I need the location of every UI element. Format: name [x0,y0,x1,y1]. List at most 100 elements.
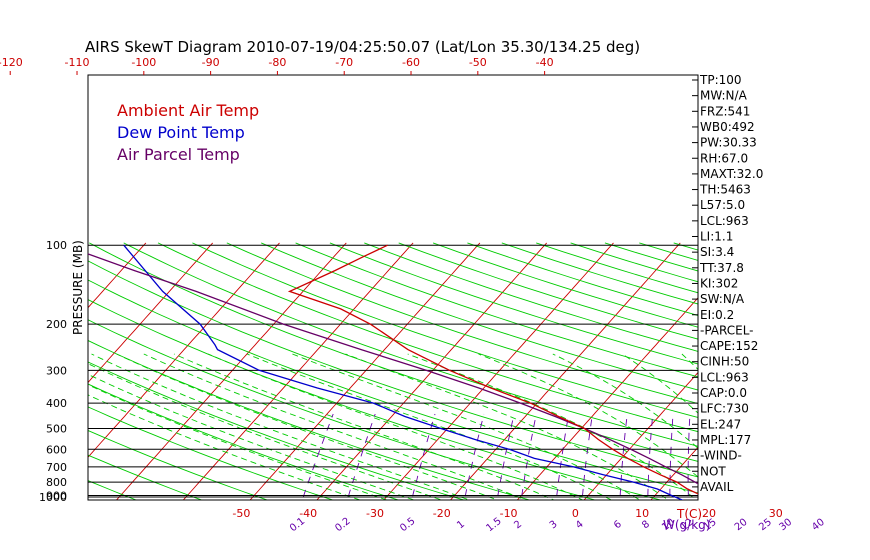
mixing-ratio-line [520,413,537,500]
isotherm-line [449,242,681,500]
top-temp-label: -90 [202,56,220,69]
bottom-temp-label: -50 [232,507,250,520]
isotherm-line [776,243,870,510]
isotherm-line [88,242,280,458]
stat-item: CAP:0.0 [700,386,747,400]
dry-adiabat-line [846,243,870,510]
moist-adiabat-line [621,353,698,414]
grid-lines [0,242,870,510]
x-axis-unit: T(C) [676,507,702,521]
dry-adiabat-line [329,242,698,365]
moist-adiabat-line [345,353,670,500]
moist-adiabat-line [88,384,388,500]
pressure-tick-label: 200 [46,318,67,331]
moist-adiabat-line [552,353,698,449]
stat-item: TT:37.8 [699,261,744,275]
mixing-ratio-line [619,413,628,500]
moist-adiabat-line [407,353,698,500]
stat-item: EL:247 [700,417,741,431]
legend-ambient: Ambient Air Temp [117,101,259,120]
moist-adiabat-line [116,353,499,500]
dry-adiabat-line [192,242,698,418]
stat-item: -WIND- [700,449,742,463]
mixing-ratio-line [581,413,593,500]
dry-adiabat-line [88,430,269,500]
dewpoint-line [123,244,684,500]
moist-adiabat-line [732,354,842,510]
mixing-ratio-label: 20 [733,517,750,534]
top-temp-label: -50 [469,56,487,69]
isotherm-line [383,242,614,500]
moist-adiabat-line [246,353,613,500]
stat-item: CAPE:152 [700,339,758,353]
top-temp-label: -70 [335,56,353,69]
mixing-ratio-line [669,413,674,500]
isotherm-line [0,243,79,510]
legend-dewpoint: Dew Point Temp [117,123,245,142]
bottom-temp-label: -10 [500,507,518,520]
dry-adiabat-line [88,319,597,500]
stat-item: AVAIL [700,480,734,494]
stat-item: TH:5463 [699,183,751,197]
pressure-tick-label: 400 [46,397,67,410]
mixing-ratio-line [346,413,376,500]
pressure-tick-label: 800 [46,476,67,489]
stat-item: TP:100 [699,73,742,87]
dry-adiabat-line [364,242,698,352]
mixing-unit: W(g/kg) [663,518,710,532]
dry-adiabat-line [743,243,870,510]
isotherm-line [0,243,12,510]
mixing-ratio-line [647,413,654,500]
chart-title: AIRS SkewT Diagram 2010-07-19/04:25:50.0… [85,38,640,56]
moist-adiabat-line [207,353,584,500]
mixing-ratio-label: 3 [548,519,560,532]
dry-adiabat-line [157,242,698,433]
mixing-ratio-label: 4 [574,519,586,532]
dry-adiabat-line [261,242,698,391]
isotherm-line [182,242,414,500]
stat-item: CINH:50 [700,355,749,369]
mixing-ratio-label: 6 [612,519,624,532]
y-axis-label: PRESSURE (MB) [71,240,85,335]
pressure-tick-label: 600 [46,443,67,456]
dry-adiabat-line [398,242,698,340]
dry-adiabat-line [88,299,663,500]
dry-adiabat-line [536,242,698,294]
top-temp-label: -110 [65,56,90,69]
isotherm-line [88,242,214,384]
dry-adiabat-line [88,383,400,500]
dry-adiabat-line [226,242,698,405]
pressure-tick-label: 700 [46,461,67,474]
moist-adiabat-line [91,353,471,500]
dry-adiabat-line [88,454,203,500]
stat-item: -PARCEL- [700,323,754,337]
mixing-ratio-line [464,413,485,500]
mixing-ratio-line [411,413,436,500]
series-lines [88,244,698,500]
mixing-ratio-line [496,413,515,500]
dry-adiabat-line [88,361,466,500]
mixing-ratio-line [779,414,787,510]
bottom-temp-label: -40 [299,507,317,520]
pressure-tick-label: 100 [46,239,67,252]
pressure-tick-label: 500 [46,423,67,436]
isotherm-line [88,242,147,309]
mixing-ratio-label: 0.2 [333,516,352,534]
stat-item: LCL:963 [700,370,749,384]
top-temp-label: -40 [536,56,554,69]
bottom-temp-label: 0 [572,507,579,520]
ambient-temp-line [287,244,698,495]
moist-adiabat-line [88,373,416,500]
isotherm-line [650,446,698,500]
stat-item: MPL:177 [700,433,751,447]
plot-frame [87,74,699,501]
bottom-temp-label: 30 [769,507,783,520]
dry-adiabat-line [295,242,698,378]
mixing-ratio-label: 1 [455,519,467,532]
mixing-ratio-label: 0.5 [398,516,417,534]
isotherm-line [516,297,698,500]
isotherm-line [843,243,870,510]
top-temp-label: -80 [268,56,286,69]
